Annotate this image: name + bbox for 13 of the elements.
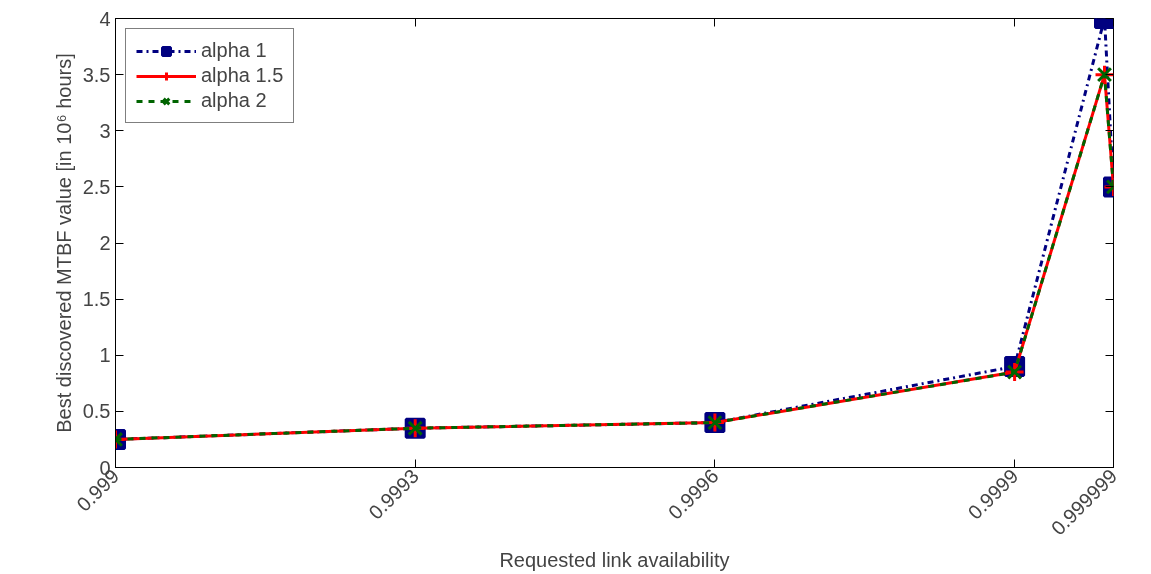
y-axis-title: Best discovered MTBF value [in 10⁶ hours] bbox=[52, 53, 75, 433]
y-tick-label: 1.5 bbox=[82, 288, 111, 311]
legend-label: alpha 1.5 bbox=[201, 64, 284, 87]
x-axis-title: Requested link availability bbox=[499, 549, 730, 572]
y-tick-label: 4 bbox=[99, 7, 111, 30]
y-tick-label: 2 bbox=[99, 232, 111, 254]
y-tick-label: 2.5 bbox=[82, 175, 111, 198]
legend-label: alpha 1 bbox=[201, 39, 267, 62]
y-tick-label: 3.5 bbox=[82, 63, 111, 86]
legend-label: alpha 2 bbox=[201, 89, 267, 112]
y-tick-label: 3 bbox=[99, 119, 111, 142]
y-tick-label: 1 bbox=[99, 344, 111, 367]
y-tick-label: 0.5 bbox=[82, 400, 111, 423]
